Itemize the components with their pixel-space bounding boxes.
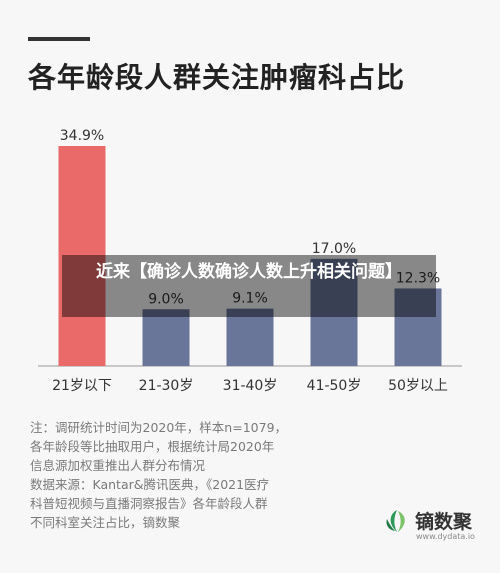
- brand-url: www.dydata.io: [416, 532, 475, 541]
- data-label: 12.3%: [396, 270, 440, 286]
- brand-name: 镝数聚: [415, 511, 473, 533]
- bar: [142, 309, 190, 366]
- footnote-line: 注：调研统计时间为2020年，样本n=1079，: [30, 420, 288, 435]
- x-tick-label: 21岁以下: [52, 378, 112, 394]
- x-tick-label: 31-40岁: [223, 378, 278, 394]
- footnote-line: 不同科室关注占比，镝数聚: [30, 515, 181, 530]
- headline-overlay: 近来【确诊人数确诊人数上升相关问题】: [62, 255, 436, 317]
- footnotes: 注：调研统计时间为2020年，样本n=1079， 各年龄段等比抽取用户，根据统计局…: [30, 418, 330, 532]
- bar: [310, 258, 358, 366]
- leaf-logo-icon: [386, 510, 405, 532]
- bar: [58, 146, 106, 366]
- x-tick-label: 50岁以上: [388, 378, 448, 394]
- footnote-line: 各年龄段等比抽取用户，根据统计局2020年: [30, 439, 275, 454]
- data-label: 9.1%: [232, 291, 268, 307]
- footnote-line: 科普短视频与直播洞察报告》各年龄段人群: [30, 496, 268, 511]
- title-accent-rule: [28, 37, 90, 41]
- bar: [394, 288, 442, 366]
- chart-title: 各年龄段人群关注肿瘤科占比: [28, 61, 406, 94]
- x-tick-label: 41-50岁: [307, 378, 362, 394]
- x-tick-label: 21-30岁: [139, 378, 194, 394]
- data-label: 9.0%: [148, 291, 184, 307]
- bar: [226, 308, 274, 366]
- brand-logo: 镝数聚 www.dydata.io: [383, 505, 478, 545]
- bar-chart: 34.9% 21岁以下 9.0% 21-30岁 9.1% 31-40岁 17.0% 41-50…: [38, 128, 462, 394]
- data-label: 17.0%: [312, 241, 356, 257]
- footnote-line: 信息源加权重推出人群分布情况: [30, 458, 206, 473]
- data-label: 34.9%: [60, 128, 104, 144]
- footnote-line: 数据来源：Kantar&腾讯医典，《2021医疗: [30, 477, 270, 492]
